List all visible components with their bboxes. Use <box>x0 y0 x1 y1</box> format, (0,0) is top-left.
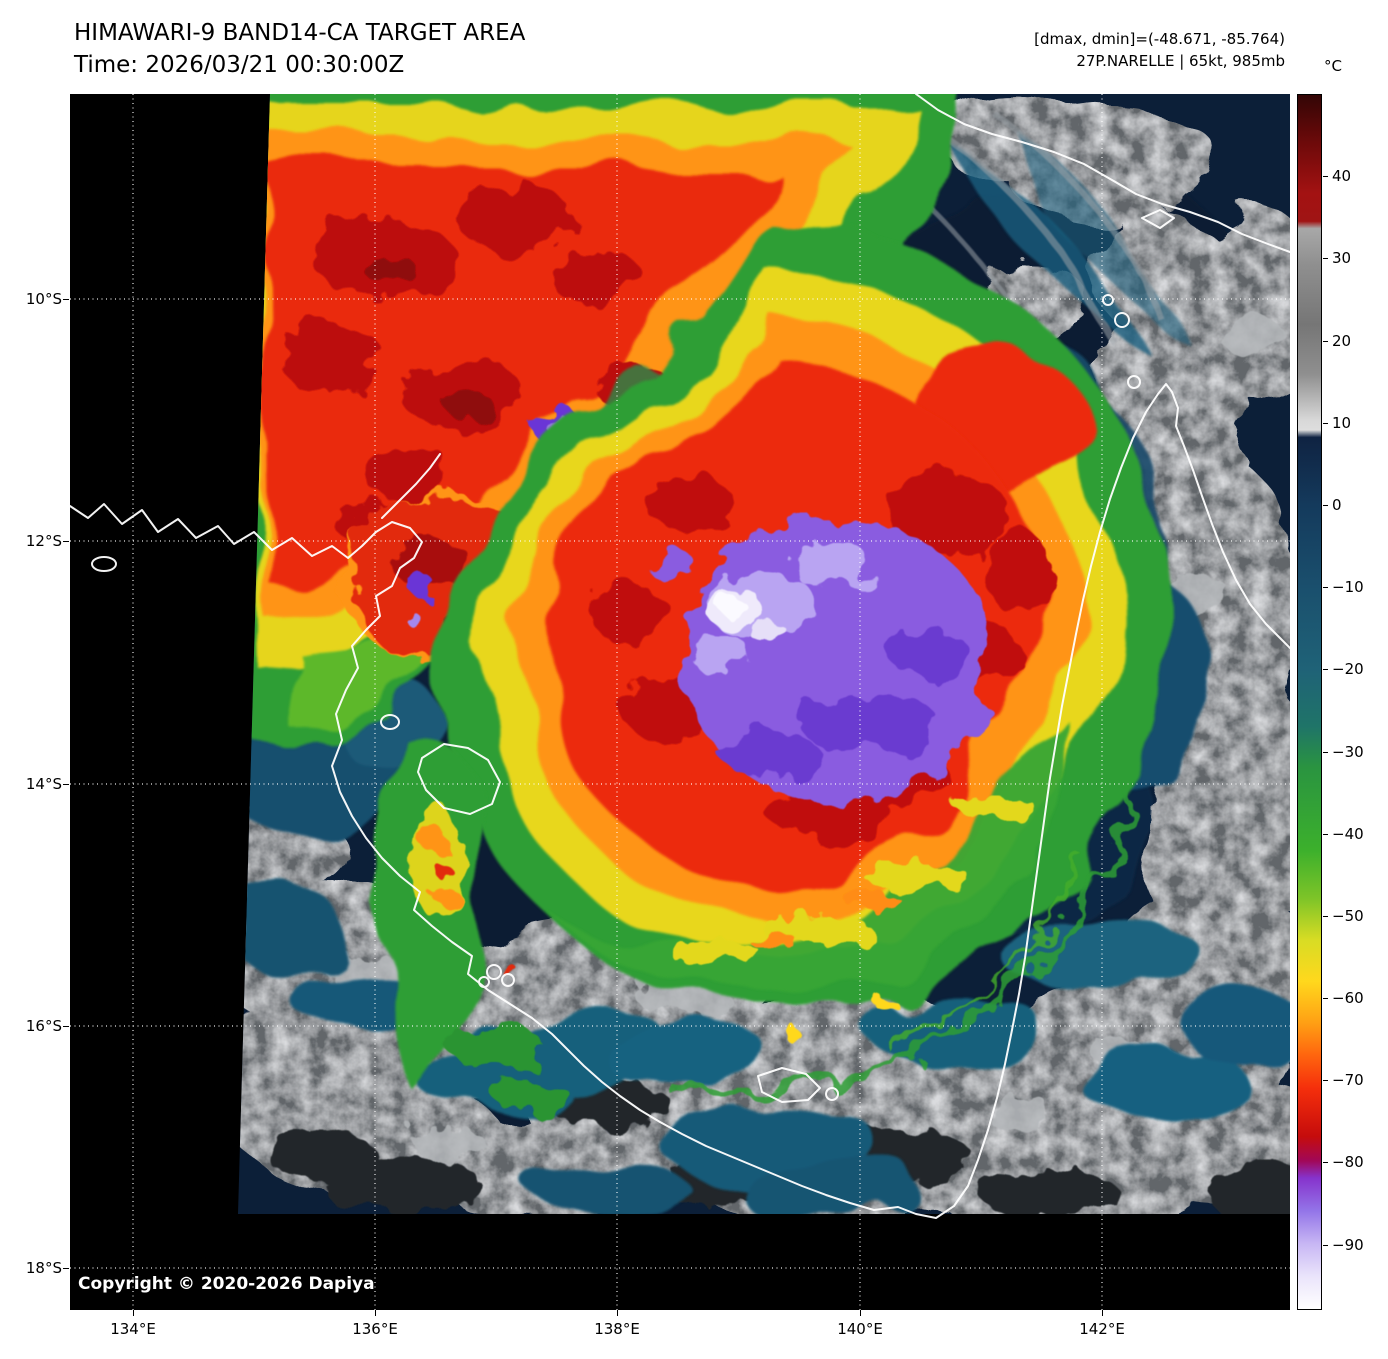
wellesley-island <box>825 1087 839 1101</box>
y-axis-tick <box>63 784 69 785</box>
colorbar-tick-label: 10 <box>1332 414 1352 432</box>
coastlines <box>69 93 1291 1219</box>
west-rainband <box>385 735 570 1112</box>
time-label: Time: 2026/03/21 00:30:00Z <box>74 52 405 78</box>
lat-tick-label: 14°S <box>25 775 62 793</box>
groote-eylandt <box>417 743 501 815</box>
colorbar <box>1297 94 1322 1310</box>
page-title: HIMAWARI-9 BAND14-CA TARGET AREA <box>74 20 526 46</box>
x-axis-tick <box>617 1310 618 1316</box>
colorbar-tick <box>1323 341 1328 342</box>
colorbar-tick <box>1323 176 1328 177</box>
plot-area: Copyright © 2020-2026 Dapiya <box>69 93 1291 1310</box>
lon-tick-label: 140°E <box>837 1320 883 1338</box>
colorbar-tick-label: −60 <box>1332 989 1364 1007</box>
y-axis-tick <box>63 299 69 300</box>
pellew-island-2 <box>501 973 515 987</box>
colorbar-tick-label: 20 <box>1332 332 1352 350</box>
cyclone <box>446 224 1164 1011</box>
colorbar-tick <box>1323 505 1328 506</box>
colorbar-tick <box>1323 752 1328 753</box>
cyclone-eye-region <box>646 518 991 802</box>
png-coastline <box>915 93 1291 253</box>
lon-tick-label: 142°E <box>1079 1320 1125 1338</box>
bickerton-island <box>380 714 400 730</box>
colorbar-tick <box>1323 423 1328 424</box>
colorbar-tick <box>1323 669 1328 670</box>
colorbar-tick-label: −40 <box>1332 825 1364 843</box>
colorbar-tick <box>1323 1245 1328 1246</box>
colorbar-unit-label: °C <box>1324 57 1342 75</box>
storm-label: 27P.NARELLE | 65kt, 985mb <box>1076 52 1285 70</box>
colorbar-tick-label: −10 <box>1332 578 1364 596</box>
x-axis-tick <box>133 1310 134 1316</box>
lon-tick-label: 138°E <box>594 1320 640 1338</box>
colorbar-tick <box>1323 587 1328 588</box>
x-axis-tick <box>375 1310 376 1316</box>
y-axis-tick <box>63 541 69 542</box>
coastal-island <box>91 556 117 572</box>
gridlines <box>70 94 1290 1310</box>
wessel-islands <box>381 453 441 519</box>
mainland-coastline <box>69 383 1291 1219</box>
colorbar-tick <box>1323 998 1328 999</box>
colorbar-tick-label: −80 <box>1332 1153 1364 1171</box>
torres-island-2 <box>1127 375 1141 389</box>
colorbar-tick <box>1323 916 1328 917</box>
x-axis-tick <box>860 1310 861 1316</box>
mornington-island <box>757 1067 821 1103</box>
colorbar-tick-label: −50 <box>1332 907 1364 925</box>
colorbar-tick-label: 0 <box>1332 496 1342 514</box>
lat-tick-label: 10°S <box>25 290 62 308</box>
png-island <box>1141 209 1175 229</box>
colorbar-tick-label: 30 <box>1332 249 1352 267</box>
colorbar-tick-label: −20 <box>1332 660 1364 678</box>
south-spiral-band <box>556 730 1137 1097</box>
x-axis-tick <box>1102 1310 1103 1316</box>
colorbar-tick <box>1323 1162 1328 1163</box>
satellite-svg <box>69 93 1291 1310</box>
colorbar-tick-label: −70 <box>1332 1071 1364 1089</box>
colorbar-tick <box>1323 834 1328 835</box>
range-label: [dmax, dmin]=(-48.671, -85.764) <box>1034 30 1285 48</box>
torres-island-1 <box>1114 312 1130 328</box>
lat-tick-label: 12°S <box>25 532 62 550</box>
lat-tick-label: 16°S <box>25 1017 62 1035</box>
pellew-island-3 <box>478 976 490 988</box>
colorbar-tick-label: −90 <box>1332 1236 1364 1254</box>
colorbar-tick-label: 40 <box>1332 167 1352 185</box>
lon-tick-label: 134°E <box>110 1320 156 1338</box>
lon-tick-label: 136°E <box>352 1320 398 1338</box>
satellite-imagery <box>238 94 1290 1214</box>
lat-tick-label: 18°S <box>25 1259 62 1277</box>
y-axis-tick <box>63 1026 69 1027</box>
colorbar-tick <box>1323 1080 1328 1081</box>
torres-island-3 <box>1102 294 1114 306</box>
copyright-label: Copyright © 2020-2026 Dapiya <box>78 1274 375 1294</box>
colorbar-tick <box>1323 258 1328 259</box>
pellew-island-1 <box>486 964 502 980</box>
y-axis-tick <box>63 1268 69 1269</box>
colorbar-tick-label: −30 <box>1332 743 1364 761</box>
